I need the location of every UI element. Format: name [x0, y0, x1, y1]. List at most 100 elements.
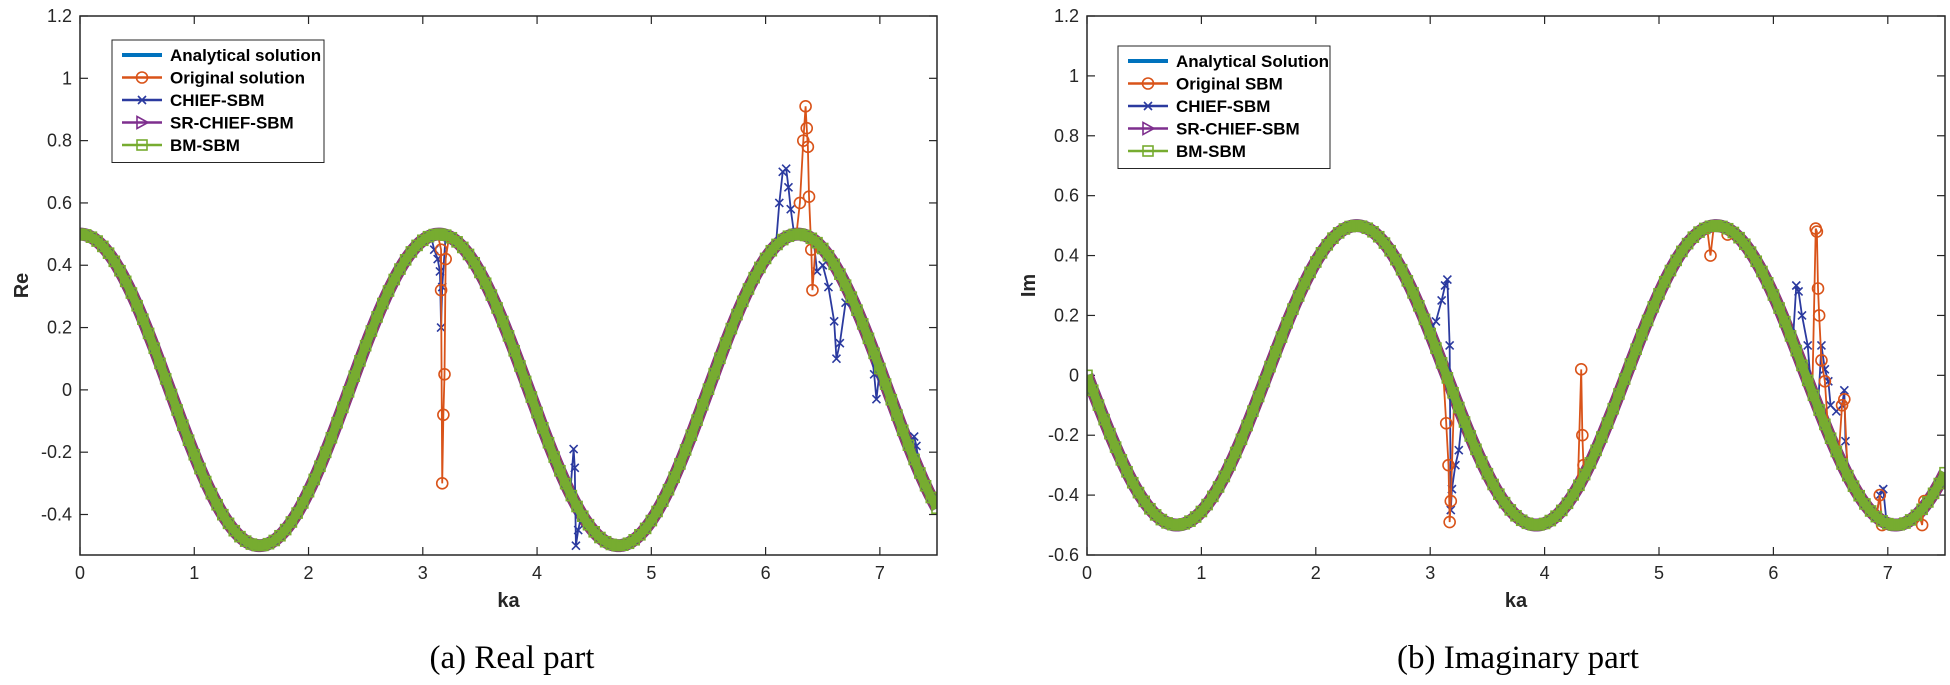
y-tick-label: 0 [1069, 365, 1079, 385]
data-point-bm-sbm [1801, 374, 1814, 387]
data-point-bm-sbm [165, 388, 178, 401]
data-point-bm-sbm [1618, 373, 1631, 385]
x-axis-label-real: ka [497, 590, 520, 612]
legend-label-chief: CHIEF-SBM [170, 91, 264, 110]
legend-marker-original [1141, 77, 1155, 90]
data-point-original [806, 283, 819, 297]
legend-label-original: Original SBM [1176, 75, 1283, 94]
data-point-bm-sbm [354, 355, 366, 367]
data-point-chief [435, 266, 445, 277]
data-point-bm-sbm [1790, 344, 1803, 357]
data-point-bm-sbm [1464, 430, 1477, 442]
data-point-original [793, 196, 807, 210]
x-tick-label: 3 [418, 563, 428, 583]
data-point-bm-sbm [1796, 359, 1808, 372]
data-point-bm-sbm [1475, 456, 1488, 468]
data-point-chief [1437, 295, 1447, 306]
y-tick-label: 0.4 [47, 255, 72, 275]
data-point-bm-sbm [182, 434, 195, 447]
data-point-bm-sbm [565, 489, 578, 502]
data-point-original [1835, 398, 1849, 412]
series-spike-original [1811, 228, 1830, 433]
data-point-bm-sbm [1269, 345, 1282, 358]
data-point-bm-sbm [931, 502, 937, 515]
data-point-bm-sbm [337, 401, 349, 414]
y-tick-label: -0.2 [1048, 425, 1079, 445]
data-point-original [802, 190, 816, 204]
y-tick-label: -0.2 [41, 442, 72, 462]
data-point-bm-sbm [1298, 277, 1311, 290]
data-point-bm-sbm [1767, 289, 1780, 301]
data-point-bm-sbm [1773, 302, 1785, 314]
data-point-bm-sbm [1241, 419, 1253, 432]
data-point-bm-sbm [1395, 263, 1408, 276]
data-point-original [437, 408, 450, 422]
data-point-bm-sbm [1121, 465, 1133, 478]
data-point-bm-sbm [1447, 386, 1459, 399]
data-point-bm-sbm [702, 383, 715, 395]
data-point-bm-sbm [708, 367, 720, 380]
data-point-bm-sbm [1087, 369, 1093, 382]
data-point-bm-sbm [308, 473, 321, 486]
y-tick-label: -0.4 [41, 504, 72, 524]
data-point-bm-sbm [554, 464, 566, 477]
data-point-bm-sbm [1453, 401, 1465, 414]
x-tick-label: 6 [761, 563, 771, 583]
legend-label-bm: BM-SBM [1176, 142, 1246, 161]
data-point-original [434, 283, 448, 297]
data-point-bm-sbm [331, 416, 343, 429]
data-point-bm-sbm [1458, 416, 1471, 428]
data-point-bm-sbm [377, 297, 389, 310]
data-point-bm-sbm [1590, 444, 1602, 457]
data-point-bm-sbm [1218, 470, 1231, 483]
legend-label-srchief: SR-CHIEF-SBM [1176, 120, 1300, 139]
data-point-bm-sbm [731, 308, 743, 321]
data-point-chief [573, 525, 583, 535]
data-point-bm-sbm [1807, 389, 1820, 402]
data-point-chief [831, 354, 842, 364]
data-point-bm-sbm [856, 318, 869, 330]
data-point-bm-sbm [868, 347, 880, 360]
data-point-chief [1797, 310, 1807, 321]
data-point-bm-sbm [1658, 275, 1671, 288]
data-point-bm-sbm [125, 287, 138, 299]
data-point-chief [781, 164, 791, 174]
data-point-bm-sbm [914, 467, 926, 479]
data-point-original [1576, 428, 1589, 442]
data-point-bm-sbm [1247, 405, 1259, 417]
y-tick-label: 0.8 [47, 131, 72, 151]
data-point-bm-sbm [1653, 288, 1665, 300]
data-point-bm-sbm [1264, 360, 1276, 373]
data-point-bm-sbm [491, 302, 503, 314]
data-point-chief [1431, 316, 1441, 326]
data-point-bm-sbm [302, 485, 315, 498]
data-point-bm-sbm [525, 391, 538, 403]
data-point-bm-sbm [1596, 431, 1608, 443]
x-tick-label: 1 [1196, 563, 1206, 583]
data-point-bm-sbm [199, 475, 212, 488]
data-point-chief [1791, 280, 1801, 291]
x-ticks-real: 0 1 2 3 4 5 6 7 [75, 16, 885, 583]
y-axis-label-imaginary: Im [1018, 274, 1040, 297]
y-tick-label: 0.2 [47, 318, 72, 338]
panel-real-part: -0.4 -0.2 0 0.2 0.4 0.6 0.8 1 1.2 0 1 2 3 4 5 6 7 Re ka… [11, 6, 938, 676]
data-point-bm-sbm [359, 339, 372, 352]
data-point-bm-sbm [879, 378, 892, 390]
data-point-bm-sbm [1636, 328, 1648, 341]
data-point-bm-sbm [1819, 418, 1831, 431]
data-point-original [1873, 488, 1887, 502]
data-point-bm-sbm [1092, 399, 1105, 411]
data-point-bm-sbm [314, 460, 326, 473]
data-point-bm-sbm [348, 370, 361, 383]
x-tick-label: 4 [532, 563, 542, 583]
data-point-bm-sbm [1830, 445, 1843, 458]
data-point-bm-sbm [1412, 299, 1425, 312]
data-point-bm-sbm [1401, 275, 1414, 287]
legend-marker-srchief [1142, 121, 1156, 136]
data-point-bm-sbm [559, 477, 572, 490]
x-tick-label: 3 [1425, 563, 1435, 583]
data-point-bm-sbm [1584, 457, 1597, 469]
data-point-chief [569, 444, 579, 454]
data-point-chief [909, 432, 919, 442]
data-point-bm-sbm [1939, 466, 1945, 479]
